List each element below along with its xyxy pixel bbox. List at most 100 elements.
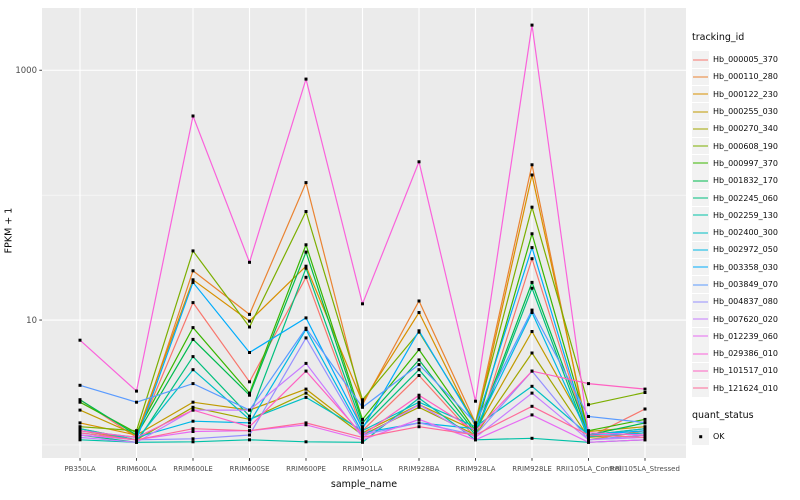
- data-point: [361, 405, 364, 409]
- legend-item-label: Hb_002245_060: [713, 193, 778, 203]
- data-point: [361, 438, 364, 442]
- line-swatch-icon: [693, 318, 708, 320]
- legend-key: [692, 293, 709, 311]
- data-point: [361, 417, 364, 421]
- legend-item: Hb_000110_280: [692, 68, 798, 86]
- legend-item-label: Hb_002400_300: [713, 228, 778, 238]
- data-point: [530, 163, 534, 167]
- data-point: [248, 408, 251, 412]
- data-point: [191, 355, 195, 359]
- data-point: [191, 430, 195, 433]
- line-swatch-icon: [693, 266, 708, 268]
- data-point: [530, 413, 534, 417]
- data-point: [474, 429, 477, 433]
- legend-item-label: Hb_002972_050: [713, 245, 778, 255]
- legend-item-label: Hb_001832_170: [713, 176, 778, 186]
- data-point: [78, 398, 82, 402]
- data-point: [587, 403, 590, 407]
- data-point: [530, 351, 534, 355]
- data-point: [417, 417, 421, 421]
- quant-legend-label: OK: [713, 432, 725, 442]
- data-point: [248, 393, 251, 397]
- data-point: [417, 348, 421, 352]
- legend-item-label: Hb_000997_370: [713, 158, 778, 168]
- legend-item: Hb_002972_050: [692, 241, 798, 259]
- data-point: [530, 257, 534, 261]
- data-point: [248, 425, 251, 429]
- data-point: [304, 369, 308, 373]
- data-point: [587, 429, 590, 433]
- data-point: [304, 266, 308, 270]
- data-point: [304, 423, 308, 427]
- data-point: [191, 382, 195, 386]
- data-point: [248, 380, 251, 384]
- legend-item: Hb_121624_010: [692, 380, 798, 397]
- data-point: [191, 278, 195, 282]
- data-point: [417, 358, 421, 362]
- x-tick-label: RRIM928LE: [512, 465, 552, 473]
- data-point: [643, 425, 647, 429]
- data-point: [304, 336, 308, 340]
- x-tick-label: RRIM600PE: [286, 465, 326, 473]
- line-swatch-icon: [693, 249, 708, 251]
- point-swatch-icon: [698, 434, 703, 439]
- legend-key: [692, 103, 709, 120]
- data-point: [248, 319, 251, 323]
- data-point: [248, 421, 251, 425]
- data-point: [417, 374, 421, 377]
- legend-item-label: Hb_000255_030: [713, 107, 778, 117]
- data-point: [78, 438, 82, 442]
- data-point: [643, 427, 647, 431]
- data-point: [78, 338, 82, 342]
- legend-key: [692, 328, 709, 345]
- data-point: [191, 301, 195, 305]
- legend-item-label: Hb_003358_030: [713, 262, 778, 272]
- data-point: [191, 400, 195, 404]
- line-swatch-icon: [693, 93, 708, 95]
- legend-item: Hb_000122_230: [692, 85, 798, 103]
- legend-item: Hb_029386_010: [692, 345, 798, 362]
- data-point: [78, 400, 82, 404]
- data-point: [191, 326, 195, 330]
- data-point: [643, 391, 647, 394]
- data-point: [78, 431, 82, 435]
- legend-key: [692, 51, 709, 68]
- data-point: [530, 205, 534, 209]
- legend-item-label: Hb_000608_190: [713, 141, 778, 151]
- line-swatch-icon: [693, 232, 708, 234]
- legend-key: [692, 207, 709, 224]
- data-point: [304, 391, 308, 395]
- data-point: [304, 275, 308, 279]
- legend-item-label: Hb_012239_060: [713, 331, 778, 341]
- data-point: [417, 421, 421, 425]
- data-point: [417, 363, 421, 367]
- legend-item: Hb_000997_370: [692, 155, 798, 172]
- data-point: [304, 250, 308, 254]
- data-point: [417, 329, 421, 333]
- data-point: [417, 160, 421, 164]
- data-point: [417, 299, 421, 303]
- data-point: [304, 264, 308, 268]
- data-point: [587, 431, 590, 435]
- data-point: [530, 286, 534, 290]
- data-point: [474, 433, 477, 437]
- legend-item-label: Hb_029386_010: [713, 349, 778, 359]
- data-point: [643, 417, 647, 421]
- data-point: [191, 249, 195, 253]
- data-point: [417, 368, 421, 372]
- data-point: [643, 387, 647, 391]
- data-point: [530, 311, 534, 314]
- data-point: [587, 382, 590, 386]
- data-point: [135, 431, 138, 435]
- data-point: [643, 431, 647, 435]
- x-tick-label: RRIM600SE: [229, 465, 269, 473]
- legend-item: Hb_003849_070: [692, 276, 798, 293]
- line-swatch-icon: [693, 180, 708, 182]
- data-point: [248, 351, 251, 354]
- y-tick-label: 10: [26, 316, 37, 326]
- legend-key: [692, 362, 709, 380]
- data-point: [530, 384, 534, 388]
- data-point: [191, 280, 195, 284]
- data-point: [304, 210, 308, 213]
- data-point: [587, 433, 590, 437]
